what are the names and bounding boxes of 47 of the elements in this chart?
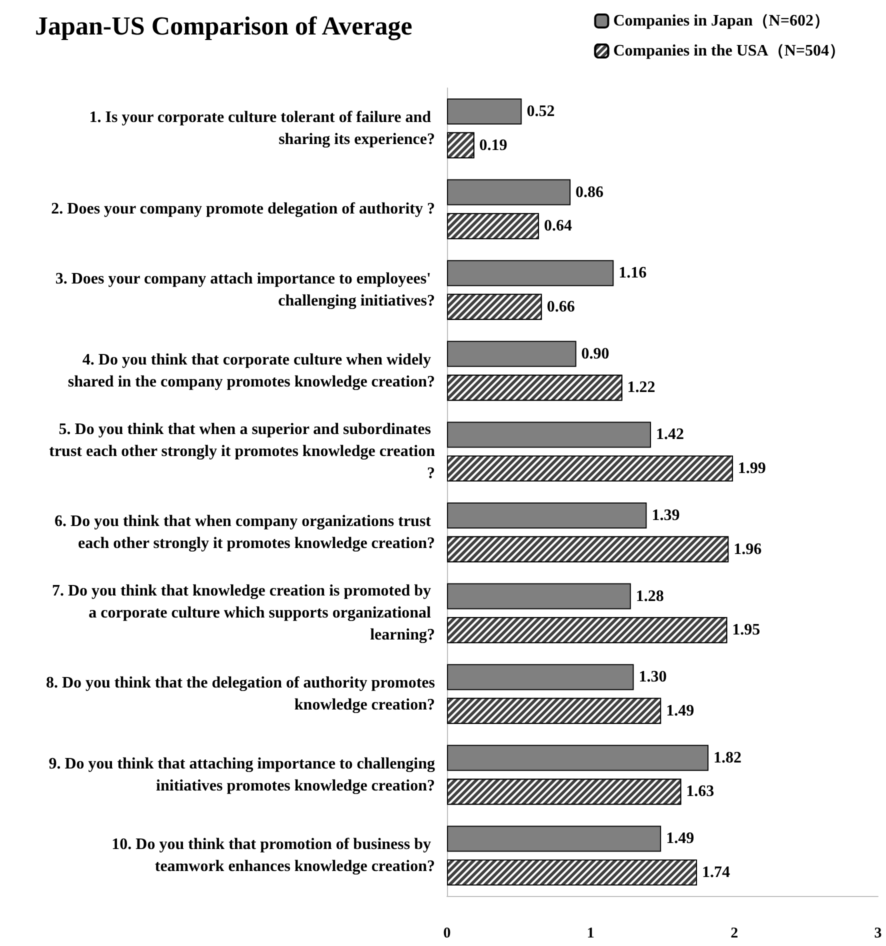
bar [447,340,576,367]
data-label: 1.42 [656,426,684,444]
x-tick-label: 2 [730,926,738,942]
data-label: 1.39 [652,507,680,524]
y-tick-label: 6. Do you think that when company organizations trust each other strongly it promotes knowledge creation? [54,512,435,552]
y-tick-label: 3. Does your company attach importance to employees' challenging initiatives? [55,270,435,310]
x-tick-label: 0 [443,926,451,942]
y-tick-label: 1. Is your corporate culture tolerant of failure and sharing its experience? [89,108,435,148]
legend-label: Companies in the USA（N=504） [613,42,846,60]
data-label: 1.16 [618,264,647,282]
y-tick-label: 8. Do you think that the delegation of authority promotes knowledge creation? [46,674,435,714]
data-label: 1.95 [732,622,760,639]
data-label: 0.66 [546,298,575,316]
bar [447,826,662,852]
data-label: 1.74 [702,864,730,881]
y-tick-label: 5. Do you think that when a superior and subordinates trust each other strongly it promotes knowledge creation? [49,421,436,482]
x-tick-label: 3 [874,926,882,942]
bar [447,502,647,528]
data-label: 1.28 [636,588,664,605]
legend-label: Companies in Japan（N=602） [613,12,830,30]
data-label: 1.96 [734,540,762,558]
data-label: 0.19 [479,136,508,154]
data-label: 1.22 [627,379,656,396]
data-label: 1.49 [666,702,694,720]
data-label: 1.30 [638,668,667,686]
data-label: 0.90 [581,345,610,362]
data-label: 0.64 [544,218,572,235]
y-tick-label: 10. Do you think that promotion of business by teamwork enhances knowledge creation? [112,836,435,876]
y-tick-label: 7. Do you think that knowledge creation is promoted by a corporate culture which supports organizational learning? [52,582,435,644]
bar [447,179,571,206]
bar [447,260,614,286]
y-tick-label: 2. Does your company promote delegation of authority ? [51,200,435,218]
data-label: 1.99 [738,460,766,477]
data-label: 1.82 [713,749,742,766]
y-tick-label: 9. Do you think that attaching importance to challenging initiatives promotes knowledge creation? [48,755,435,794]
bar [447,583,631,610]
text: Japan-US Comparison of Average [35,12,412,40]
data-label: 1.63 [686,783,714,800]
bar [447,98,522,124]
data-label: 0.52 [526,103,555,120]
bar [447,422,652,448]
bar [447,744,708,771]
y-tick-label: 4. Do you think that corporate culture when widely shared in the company promotes knowledge creation? [68,351,435,390]
x-tick-label: 1 [586,926,594,942]
data-label: 1.49 [666,830,694,848]
data-label: 0.86 [576,184,604,201]
bar [447,664,634,690]
